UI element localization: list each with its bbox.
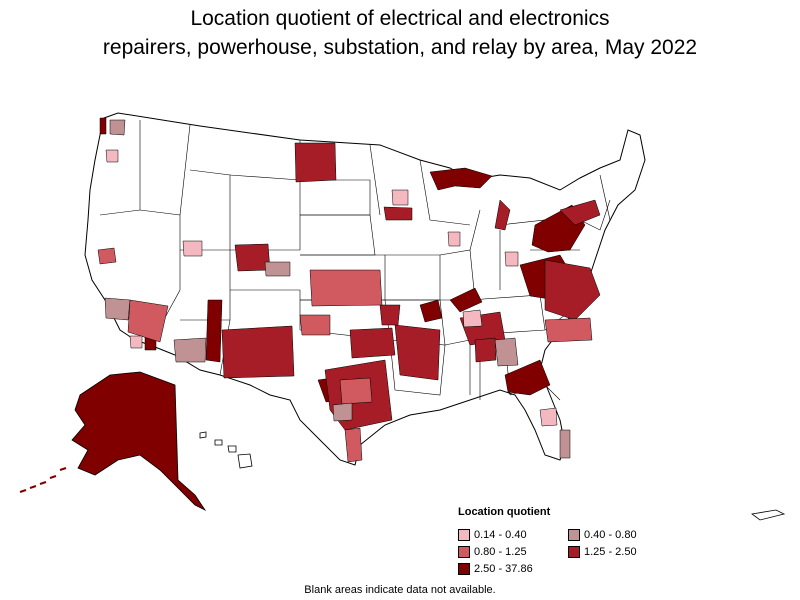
legend-item-5: 2.50 - 37.86 <box>458 562 568 576</box>
legend: Location quotient 0.14 - 0.40 0.40 - 0.8… <box>458 506 698 576</box>
footnote: Blank areas indicate data not available. <box>304 584 496 596</box>
legend-item-1: 0.14 - 0.40 <box>458 528 568 542</box>
legend-item-4: 1.25 - 2.50 <box>568 545 678 559</box>
legend-swatch-5 <box>458 563 470 575</box>
title-line-1: Location quotient of electrical and elec… <box>190 7 610 30</box>
legend-label-2: 0.40 - 0.80 <box>584 529 637 541</box>
hawaii <box>199 431 253 469</box>
areas-moderate-quotient <box>97 247 593 463</box>
legend-swatch-3 <box>458 546 470 558</box>
legend-label-5: 2.50 - 37.86 <box>474 563 533 575</box>
puerto-rico <box>751 509 786 521</box>
legend-item-2: 0.40 - 0.80 <box>568 528 678 542</box>
legend-item-3: 0.80 - 1.25 <box>458 545 568 559</box>
alaska-islands <box>19 467 67 493</box>
alaska <box>71 371 207 512</box>
legend-grid: 0.14 - 0.40 0.40 - 0.80 0.80 - 1.25 1.25… <box>458 528 698 576</box>
legend-swatch-4 <box>568 546 580 558</box>
legend-swatch-2 <box>568 529 580 541</box>
legend-label-4: 1.25 - 2.50 <box>584 546 637 558</box>
areas-high-quotient <box>221 142 601 431</box>
legend-label-3: 0.80 - 1.25 <box>474 546 527 558</box>
map-title: Location quotient of electrical and elec… <box>0 4 800 62</box>
title-line-2: repairers, powerhouse, substation, and r… <box>102 36 698 59</box>
legend-label-1: 0.14 - 0.40 <box>474 529 527 541</box>
areas-lowest-quotient <box>105 149 558 427</box>
areas-low-quotient <box>104 119 571 459</box>
legend-title: Location quotient <box>458 506 551 518</box>
legend-swatch-1 <box>458 529 470 541</box>
